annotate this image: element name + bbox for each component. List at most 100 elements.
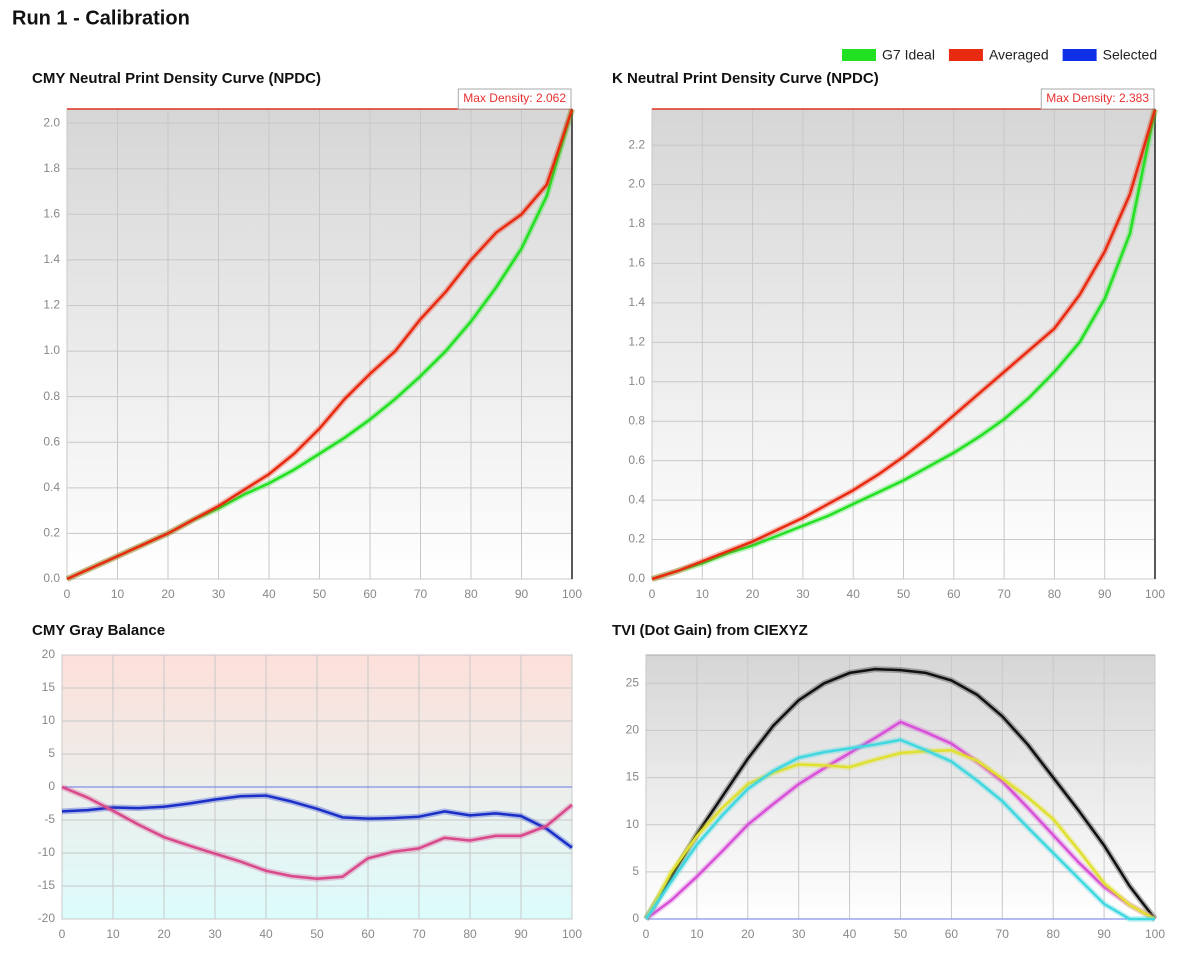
- x-tick-label: 20: [157, 927, 171, 941]
- max-density-label: Max Density: 2.062: [463, 91, 566, 105]
- x-tick-label: 70: [997, 587, 1011, 601]
- legend-swatch: [842, 49, 876, 61]
- chart-title: K Neutral Print Density Curve (NPDC): [612, 70, 879, 87]
- page-title: Run 1 - Calibration: [12, 7, 190, 29]
- y-tick-label: 15: [42, 680, 56, 694]
- x-tick-label: 0: [64, 587, 71, 601]
- x-tick-label: 60: [361, 927, 375, 941]
- x-tick-label: 70: [996, 927, 1010, 941]
- x-tick-label: 30: [208, 927, 222, 941]
- y-tick-label: 1.4: [43, 252, 60, 266]
- x-tick-label: 30: [212, 587, 226, 601]
- series-line: [645, 720, 1156, 921]
- x-tick-label: 40: [847, 587, 861, 601]
- x-tick-label: 10: [690, 927, 704, 941]
- legend-swatch: [1062, 49, 1097, 61]
- y-tick-label: 0.4: [628, 492, 645, 506]
- y-tick-label: -10: [38, 845, 56, 859]
- max-density-box: [1040, 88, 1155, 110]
- y-tick-label: 0: [632, 911, 639, 925]
- series-line: [651, 109, 1157, 581]
- legend-label: G7 Ideal: [882, 47, 935, 63]
- y-tick-label: 0.6: [43, 434, 60, 448]
- y-tick-label: -20: [38, 911, 56, 925]
- y-tick-label: 5: [48, 746, 55, 760]
- x-tick-label: 0: [643, 927, 650, 941]
- y-tick-label: 1.0: [628, 374, 645, 388]
- y-tick-label: 0.4: [43, 480, 60, 494]
- x-tick-label: 90: [515, 587, 529, 601]
- y-tick-label: 1.6: [628, 256, 645, 270]
- y-tick-label: 0.0: [628, 571, 645, 585]
- y-tick-label: 20: [626, 723, 640, 737]
- y-tick-label: 1.4: [628, 295, 645, 309]
- x-tick-label: 40: [843, 927, 857, 941]
- x-tick-label: 30: [796, 587, 810, 601]
- x-tick-label: 10: [696, 587, 710, 601]
- y-tick-label: 25: [626, 675, 640, 689]
- x-tick-label: 100: [562, 927, 582, 941]
- x-tick-label: 60: [945, 927, 959, 941]
- x-tick-label: 40: [262, 587, 276, 601]
- max-density-label: Max Density: 2.383: [1046, 91, 1149, 105]
- x-tick-label: 60: [363, 587, 377, 601]
- x-tick-label: 80: [463, 927, 477, 941]
- series-line: [644, 748, 1156, 921]
- legend-label: Selected: [1103, 47, 1157, 63]
- x-tick-label: 20: [746, 587, 760, 601]
- chart-title: TVI (Dot Gain) from CIEXYZ: [612, 622, 808, 639]
- x-tick-label: 50: [894, 927, 908, 941]
- x-tick-label: 80: [1047, 927, 1061, 941]
- x-tick-label: 50: [897, 587, 911, 601]
- x-tick-label: 100: [1145, 587, 1165, 601]
- series-line: [61, 785, 573, 880]
- chart-title: CMY Neutral Print Density Curve (NPDC): [32, 70, 321, 87]
- x-tick-label: 30: [792, 927, 806, 941]
- y-tick-label: 1.6: [43, 206, 60, 220]
- series-line: [644, 738, 1155, 921]
- x-tick-label: 40: [259, 927, 273, 941]
- x-tick-label: 80: [464, 587, 478, 601]
- x-tick-label: 80: [1048, 587, 1062, 601]
- x-tick-label: 100: [1145, 927, 1165, 941]
- x-tick-label: 0: [649, 587, 656, 601]
- x-tick-label: 20: [161, 587, 175, 601]
- x-tick-label: 90: [514, 927, 528, 941]
- series-line: [644, 667, 1156, 920]
- y-tick-label: 0.2: [628, 532, 645, 546]
- y-tick-label: 10: [626, 817, 640, 831]
- y-tick-label: 0.0: [43, 571, 60, 585]
- y-tick-label: 1.2: [43, 298, 60, 312]
- y-tick-label: 5: [632, 864, 639, 878]
- y-tick-label: 0.8: [43, 389, 60, 403]
- x-tick-label: 0: [59, 927, 66, 941]
- y-tick-label: 0.2: [43, 526, 60, 540]
- y-tick-label: 10: [42, 713, 56, 727]
- y-tick-label: 0.8: [628, 413, 645, 427]
- chart-title: CMY Gray Balance: [32, 622, 165, 639]
- y-tick-label: 2.0: [43, 115, 60, 129]
- x-tick-label: 20: [741, 927, 755, 941]
- x-tick-label: 70: [412, 927, 426, 941]
- y-tick-label: -5: [44, 812, 55, 826]
- x-tick-label: 90: [1097, 927, 1111, 941]
- y-tick-label: 0: [48, 779, 55, 793]
- y-tick-label: 1.0: [43, 343, 60, 357]
- legend-swatch: [948, 49, 983, 61]
- x-tick-label: 50: [310, 927, 324, 941]
- y-tick-label: -15: [38, 878, 56, 892]
- x-tick-label: 70: [414, 587, 428, 601]
- x-tick-label: 60: [947, 587, 961, 601]
- x-tick-label: 100: [562, 587, 582, 601]
- series-line: [651, 109, 1157, 581]
- y-tick-label: 2.2: [628, 137, 645, 151]
- y-tick-label: 1.8: [628, 216, 645, 230]
- x-tick-label: 10: [111, 587, 125, 601]
- x-tick-label: 90: [1098, 587, 1112, 601]
- series-line: [66, 109, 574, 581]
- y-tick-label: 15: [626, 770, 640, 784]
- y-tick-label: 0.6: [628, 453, 645, 467]
- max-density-box: [457, 88, 572, 110]
- x-tick-label: 50: [313, 587, 327, 601]
